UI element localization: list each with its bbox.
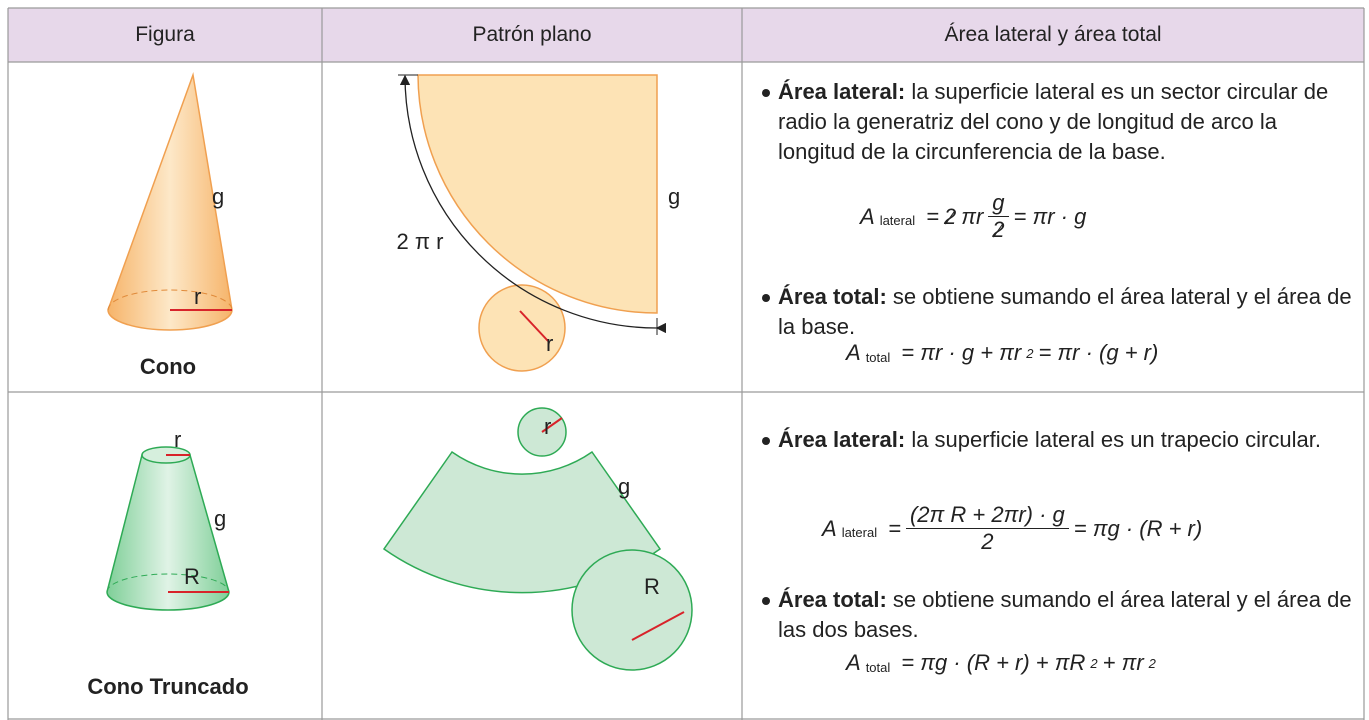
exponent: 2 [1090,655,1098,671]
pattern-label: r [544,414,551,439]
numerator: (2π R + 2πr) · g [905,502,1069,529]
grid [7,7,1365,720]
symbol: A [822,515,837,541]
term: Área lateral: [778,427,906,452]
text: la superficie lateral es un sector circu… [778,79,1329,164]
cone-label: r [194,284,201,309]
text: se obtiene sumando el área lateral y el … [778,284,1352,339]
op: = [888,515,901,541]
subscript: lateral [841,525,878,540]
pattern-label: r [546,331,553,356]
truncated-label: R [184,564,200,589]
term: Área total: [778,284,887,309]
pattern-label: 2 π r [397,229,444,254]
subscript: total [865,349,891,365]
bullet: Área total: se obtiene sumando el área l… [762,282,1360,342]
pattern-label: R [644,574,660,599]
bullet: Área lateral: la superficie lateral es u… [762,77,1360,167]
denominator: 2 [992,217,1005,242]
truncated-cone [106,446,230,611]
truncated-label: r [174,427,181,452]
subscript: total [865,659,891,675]
term: Área lateral: [778,79,906,104]
numerator: g [988,190,1009,217]
result: = πg · (R + r) [1073,515,1203,541]
result: = πr · (g + r) [1038,340,1159,365]
header-cell: Patrón plano [472,23,592,46]
term: Área total: [778,587,887,612]
header-cell: Área lateral y área total [944,23,1162,46]
header-cell: Figura [135,23,195,46]
exponent: 2 [1148,655,1156,671]
header-bg [8,8,1364,62]
pattern-label: g [618,474,630,499]
denominator: 2 [981,529,994,554]
subscript: lateral [879,213,916,228]
struck: 2 [943,203,957,229]
bullet: Área lateral: la superficie lateral es u… [762,425,1360,455]
truncated-pattern [382,407,693,671]
text: la superficie lateral es un trapecio cir… [911,427,1321,452]
op: = [926,203,939,229]
term: = πr · g + πr [901,340,1022,365]
pattern-label: g [668,184,680,209]
figure-name: Cono [140,354,196,379]
term: = πg · (R + r) + πR [901,650,1086,675]
term: πr [961,203,984,229]
bullet: Área total: se obtiene sumando el área l… [762,585,1360,645]
term: + πr [1102,650,1144,675]
cone [107,72,233,331]
symbol: A [860,203,875,229]
cone-label: g [212,184,224,209]
symbol: A [846,650,861,675]
truncated-label: g [214,506,226,531]
symbol: A [846,340,861,365]
result: = πr · g [1013,203,1087,229]
figure-name: Cono Truncado [87,674,248,699]
cone-pattern [398,74,667,372]
text: se obtiene sumando el área lateral y el … [778,587,1352,642]
exponent: 2 [1026,345,1034,361]
